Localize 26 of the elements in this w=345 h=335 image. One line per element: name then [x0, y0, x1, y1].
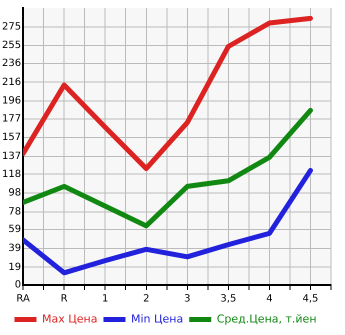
x-tick-label: 3,5	[220, 294, 236, 305]
x-tick-label: R	[60, 294, 68, 305]
x-tick-label: 4	[266, 294, 273, 305]
y-tick-label: 177	[2, 113, 22, 124]
legend-label: Сред.Цена, т.йен	[216, 312, 317, 326]
legend-label: Min Цена	[130, 312, 184, 326]
y-tick-label: 275	[2, 21, 22, 32]
y-tick-label: 137	[2, 150, 22, 162]
x-tick-label: 4,5	[302, 294, 318, 305]
y-tick-label: 255	[2, 40, 22, 52]
y-tick-label: 0	[14, 280, 22, 291]
y-tick-label: 157	[2, 132, 22, 144]
y-tick-label: 236	[2, 58, 22, 69]
y-tick-label: 78	[8, 206, 22, 218]
x-tick-label: RA	[16, 294, 30, 305]
y-tick-label: 98	[8, 188, 22, 199]
x-tick-label: 3	[184, 294, 190, 305]
y-tick-label: 39	[8, 242, 22, 254]
y-tick-label: 59	[8, 224, 22, 236]
legend-label: Max Цена	[42, 312, 98, 326]
y-tick-label: 216	[2, 76, 22, 88]
y-tick-label: 19	[8, 262, 22, 273]
x-tick-label: 2	[143, 294, 150, 305]
y-tick-label: 196	[2, 96, 22, 107]
x-tick-label: 1	[102, 294, 108, 305]
y-tick-label: 118	[2, 168, 22, 180]
